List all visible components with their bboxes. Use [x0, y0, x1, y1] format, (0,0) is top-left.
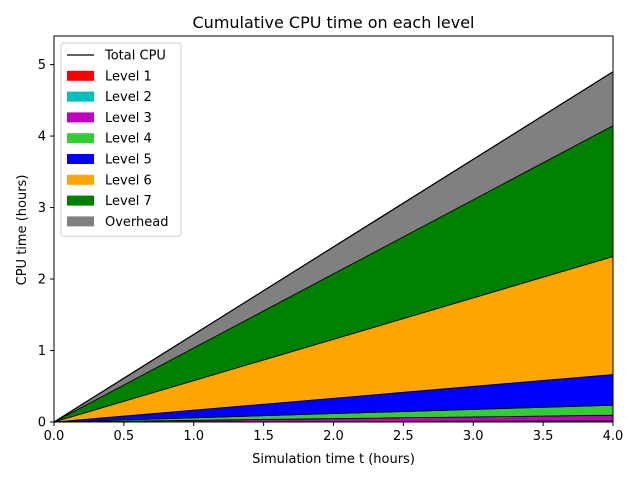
- y-tick-label: 2: [38, 273, 46, 288]
- x-tick-label: 3.0: [463, 429, 484, 444]
- legend-swatch-level-5: [67, 154, 94, 164]
- legend-swatch-overhead: [67, 216, 94, 227]
- legend-label-level-5: Level 5: [105, 153, 152, 168]
- legend-label-level-3: Level 3: [105, 111, 152, 126]
- legend-label-overhead: Overhead: [105, 215, 169, 230]
- y-tick-label: 1: [38, 344, 46, 359]
- total-cpu-line: [53, 71, 614, 423]
- x-tick-label: 3.5: [533, 429, 554, 444]
- y-tick-label: 3: [38, 201, 46, 216]
- legend-label-level-1: Level 1: [105, 69, 152, 84]
- x-axis-title: Simulation time t (hours): [252, 452, 415, 467]
- x-tick-label: 0.5: [114, 429, 135, 444]
- legend: Total CPU Level 1 Level 2 Level 3 Level 4 Lev…: [60, 42, 182, 237]
- areas-layer: [53, 71, 614, 423]
- x-tick-label: 2.5: [393, 429, 414, 444]
- y-axis-title: CPU time (hours): [15, 175, 30, 286]
- axes-layer: 0.0 0.5 1.0 1.5 2.0 2.5 3.0 3.5 4.0 0 1 2 3 4 5: [38, 35, 624, 444]
- x-tick-label: 2.0: [323, 429, 344, 444]
- legend-label-level-2: Level 2: [105, 90, 152, 105]
- legend-label-level-7: Level 7: [105, 194, 152, 209]
- legend-label-level-6: Level 6: [105, 173, 152, 188]
- x-tick-label: 4.0: [603, 429, 624, 444]
- x-tick-label: 1.5: [253, 429, 274, 444]
- legend-swatch-level-6: [67, 174, 94, 185]
- legend-swatch-level-4: [67, 133, 94, 144]
- y-tick-label: 5: [38, 58, 46, 73]
- legend-swatch-level-1: [67, 70, 94, 81]
- chart-title: Cumulative CPU time on each level: [193, 13, 475, 32]
- y-tick-label: 4: [38, 130, 46, 145]
- x-tick-label: 1.0: [183, 429, 204, 444]
- y-tick-label: 0: [38, 416, 46, 431]
- legend-label-level-4: Level 4: [105, 132, 152, 147]
- legend-swatch-level-2: [67, 91, 94, 102]
- legend-label-total-cpu: Total CPU: [104, 49, 166, 64]
- legend-swatch-level-3: [67, 112, 94, 123]
- x-tick-label: 0.0: [44, 429, 65, 444]
- legend-box: [60, 42, 182, 237]
- legend-swatch-level-7: [67, 195, 94, 206]
